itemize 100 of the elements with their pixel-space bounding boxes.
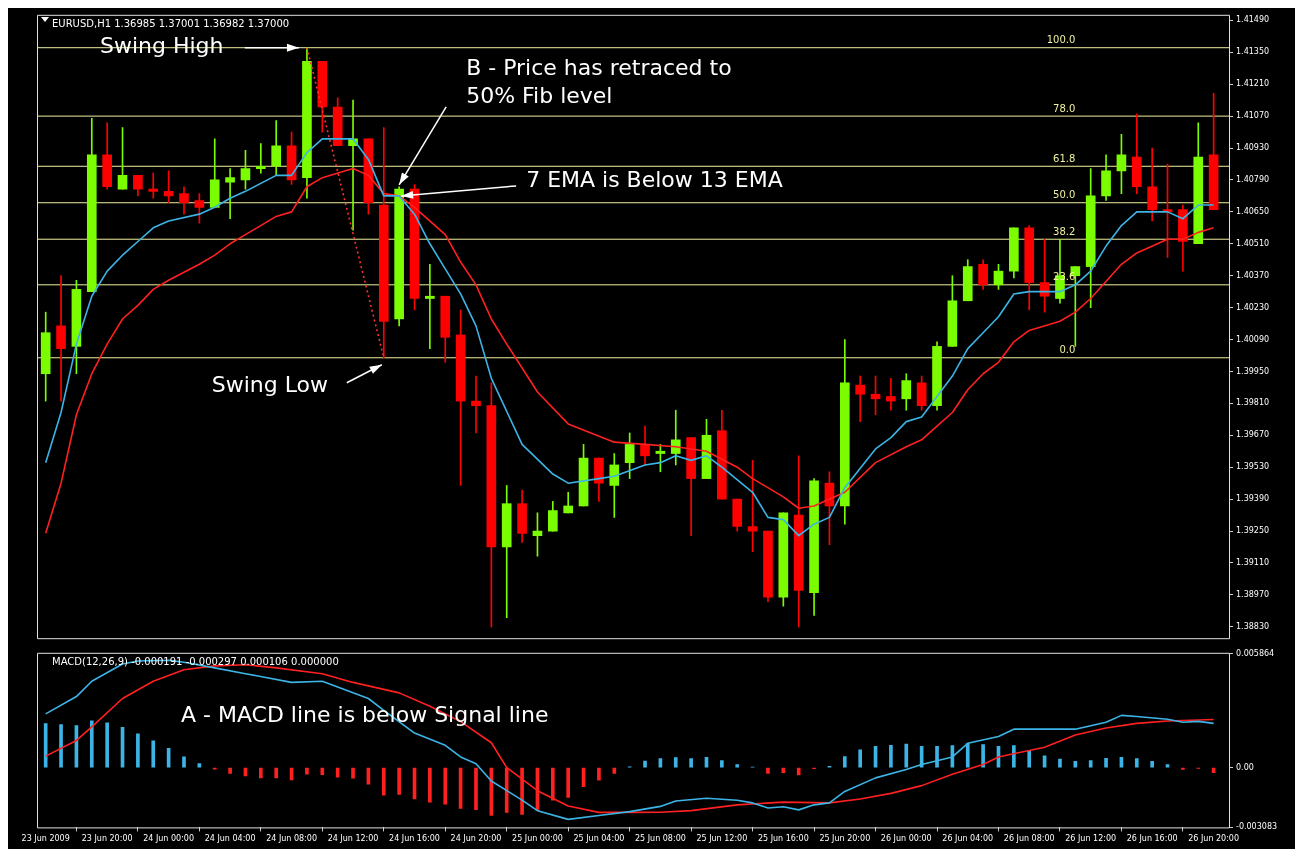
bar bbox=[612, 767, 617, 774]
y-tick-label: 1.41350 bbox=[1236, 47, 1270, 57]
y-tick-label: 1.40930 bbox=[1236, 143, 1270, 153]
bar bbox=[889, 744, 893, 768]
bar bbox=[1150, 761, 1154, 768]
bar bbox=[351, 767, 355, 779]
annotation: 78.0 bbox=[1053, 102, 1076, 114]
bar bbox=[904, 743, 909, 768]
x-tick-label: 24 Jun 00:00 bbox=[143, 834, 195, 844]
bar bbox=[59, 724, 63, 768]
bar bbox=[397, 767, 401, 795]
bar bbox=[1181, 767, 1185, 770]
bar bbox=[796, 767, 801, 776]
x-tick-label: 26 Jun 00:00 bbox=[880, 834, 932, 844]
y-tick-label: 1.41210 bbox=[1236, 79, 1270, 89]
y-tick-label: 1.39390 bbox=[1236, 494, 1270, 504]
x-tick-label: 26 Jun 08:00 bbox=[1003, 834, 1055, 844]
y-tick-label: 1.41490 bbox=[1236, 15, 1270, 25]
bar bbox=[643, 760, 647, 768]
bar bbox=[858, 749, 862, 768]
y-tick-label: 1.38970 bbox=[1236, 589, 1270, 599]
annotation: B - Price has retraced to 50% Fib level bbox=[466, 54, 732, 108]
y-tick-label: 1.38830 bbox=[1236, 621, 1270, 631]
annotation: 61.8 bbox=[1053, 152, 1076, 164]
y-tick-label: 1.40370 bbox=[1236, 270, 1270, 280]
y-tick-label: 1.40230 bbox=[1236, 302, 1270, 312]
bar bbox=[550, 767, 555, 801]
x-tick-label: 26 Jun 16:00 bbox=[1126, 834, 1178, 844]
bar bbox=[1012, 745, 1016, 768]
bar bbox=[474, 767, 478, 811]
y-tick-label: 1.39110 bbox=[1236, 558, 1270, 568]
bar bbox=[842, 756, 847, 768]
bar bbox=[381, 767, 386, 796]
bar bbox=[597, 767, 601, 781]
y-tick-label: 1.39950 bbox=[1236, 366, 1270, 376]
bar bbox=[320, 767, 325, 775]
bar bbox=[1104, 757, 1108, 768]
x-tick-label: 26 Jun 12:00 bbox=[1065, 834, 1117, 844]
y-tick-label: 1.40650 bbox=[1236, 206, 1270, 216]
annotation: Swing Low bbox=[211, 372, 329, 398]
x-tick-label: 25 Jun 12:00 bbox=[696, 834, 748, 844]
bar bbox=[274, 767, 279, 779]
candlestick bbox=[148, 172, 159, 199]
x-tick-label: 23 Jun 2009 bbox=[21, 834, 70, 844]
x-tick-label: 25 Jun 16:00 bbox=[757, 834, 809, 844]
bar bbox=[1088, 760, 1093, 768]
bar bbox=[335, 767, 340, 778]
x-tick-label: 23 Jun 20:00 bbox=[81, 834, 133, 844]
bar bbox=[259, 767, 263, 779]
y-tick-label: 1.40510 bbox=[1236, 238, 1270, 248]
x-tick-label: 24 Jun 12:00 bbox=[327, 834, 379, 844]
candlestick bbox=[425, 263, 435, 349]
chart-title: EURUSD,H1 1.36985 1.37001 1.36982 1.37000 bbox=[52, 18, 290, 30]
y-tick-label: 1.41070 bbox=[1236, 111, 1270, 121]
x-tick-label: 25 Jun 04:00 bbox=[573, 834, 625, 844]
y-tick-label: 0.00 bbox=[1236, 762, 1254, 772]
candlestick bbox=[471, 375, 481, 434]
bar bbox=[305, 767, 309, 775]
y-tick-label: -0.003083 bbox=[1236, 822, 1278, 832]
candlestick bbox=[256, 143, 266, 174]
annotation: 0.0 bbox=[1059, 344, 1076, 356]
bar bbox=[136, 733, 140, 768]
x-tick-label: 25 Jun 00:00 bbox=[512, 834, 563, 844]
bar bbox=[151, 740, 156, 768]
x-tick-label: 25 Jun 08:00 bbox=[634, 834, 686, 844]
bar bbox=[1058, 758, 1062, 768]
bar bbox=[1134, 758, 1139, 768]
bar bbox=[43, 723, 48, 768]
x-tick-label: 25 Jun 20:00 bbox=[819, 834, 871, 844]
bar bbox=[566, 767, 571, 798]
bar bbox=[735, 764, 740, 768]
annotation: 7 EMA is Below 13 EMA bbox=[526, 166, 783, 192]
x-tick-label: 24 Jun 20:00 bbox=[450, 834, 502, 844]
y-tick-label: 1.39810 bbox=[1236, 398, 1270, 408]
x-tick-label: 24 Jun 08:00 bbox=[266, 834, 317, 844]
candlestick bbox=[855, 375, 865, 422]
bar bbox=[1073, 761, 1078, 768]
x-tick-label: 26 Jun 20:00 bbox=[1188, 834, 1240, 844]
y-tick-label: 1.40790 bbox=[1236, 175, 1270, 185]
bar bbox=[105, 722, 109, 768]
annotation: 100.0 bbox=[1046, 34, 1076, 46]
bar bbox=[428, 767, 432, 803]
bar bbox=[935, 746, 939, 768]
y-tick-label: 1.39670 bbox=[1236, 430, 1270, 440]
annotation: 50.0 bbox=[1053, 189, 1076, 201]
bar bbox=[720, 760, 724, 768]
y-tick-label: 1.39530 bbox=[1236, 462, 1270, 472]
x-tick-label: 26 Jun 04:00 bbox=[942, 834, 994, 844]
annotation: 38.2 bbox=[1053, 225, 1076, 237]
bar bbox=[766, 767, 770, 774]
bar bbox=[228, 767, 232, 774]
candlestick bbox=[56, 275, 66, 402]
y-tick-label: 1.39250 bbox=[1236, 526, 1270, 536]
bar bbox=[689, 758, 693, 768]
x-tick-label: 24 Jun 16:00 bbox=[389, 834, 440, 844]
candlestick bbox=[886, 377, 896, 411]
bar bbox=[443, 767, 448, 805]
y-tick-label: 1.40090 bbox=[1236, 334, 1270, 344]
y-tick-label: 0.005864 bbox=[1236, 648, 1275, 658]
x-tick-label: 24 Jun 04:00 bbox=[204, 834, 256, 844]
